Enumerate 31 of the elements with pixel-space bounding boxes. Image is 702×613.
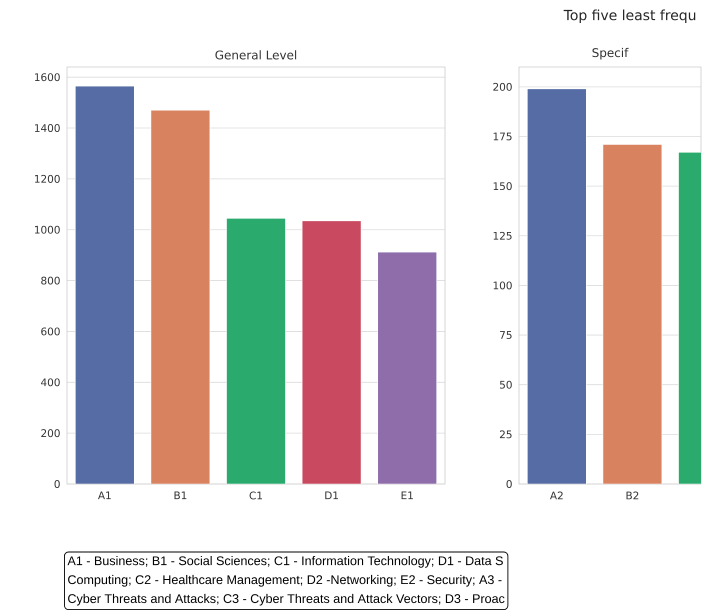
y-tick-label: 75 (500, 331, 512, 339)
y-tick-label: 175 (494, 132, 512, 140)
chart-title: General Level (215, 50, 296, 60)
x-tick-label: A2 (550, 492, 563, 500)
text: Computing; C2 - Healthcare Management; D2 -Networking; E2 - Security; A3 - (68, 574, 502, 587)
y-tick-label: 50 (500, 380, 512, 389)
x-tick-label: B2 (626, 492, 638, 500)
x-tick-label: D1 (325, 492, 338, 500)
x-tick-label: B1 (174, 492, 186, 500)
y-tick-label: 1200 (35, 174, 60, 183)
text: A1 - Business; B1 - Social Sciences; C1 - Information Technology; D1 - Data S (67, 556, 503, 568)
y-tick-label: 1600 (35, 73, 60, 82)
y-tick-label: 0 (54, 480, 60, 488)
y-tick-label: 0 (506, 480, 512, 488)
x-tick-label: A1 (98, 492, 111, 500)
y-tick-label: 600 (41, 327, 60, 336)
y-tick-label: 125 (494, 232, 512, 240)
y-tick-label: 400 (41, 378, 60, 386)
chart-title: Top five least frequ (564, 10, 696, 24)
x-tick-label: E1 (402, 492, 413, 500)
y-tick-label: 200 (493, 82, 512, 91)
y-tick-label: 800 (41, 276, 60, 285)
y-tick-label: 25 (500, 430, 512, 438)
y-tick-label: 200 (41, 429, 60, 438)
y-tick-label: 150 (494, 182, 512, 190)
y-tick-label: 1000 (35, 226, 60, 234)
chart-subtitle: Specif (592, 48, 629, 60)
y-tick-label: 1400 (35, 124, 60, 132)
x-tick-label: C1 (250, 492, 262, 500)
y-tick-label: 100 (494, 281, 512, 290)
text: Cyber Threats and Attacks; C3 - Cyber Threats and Attack Vectors; D3 - Proac (68, 594, 505, 606)
